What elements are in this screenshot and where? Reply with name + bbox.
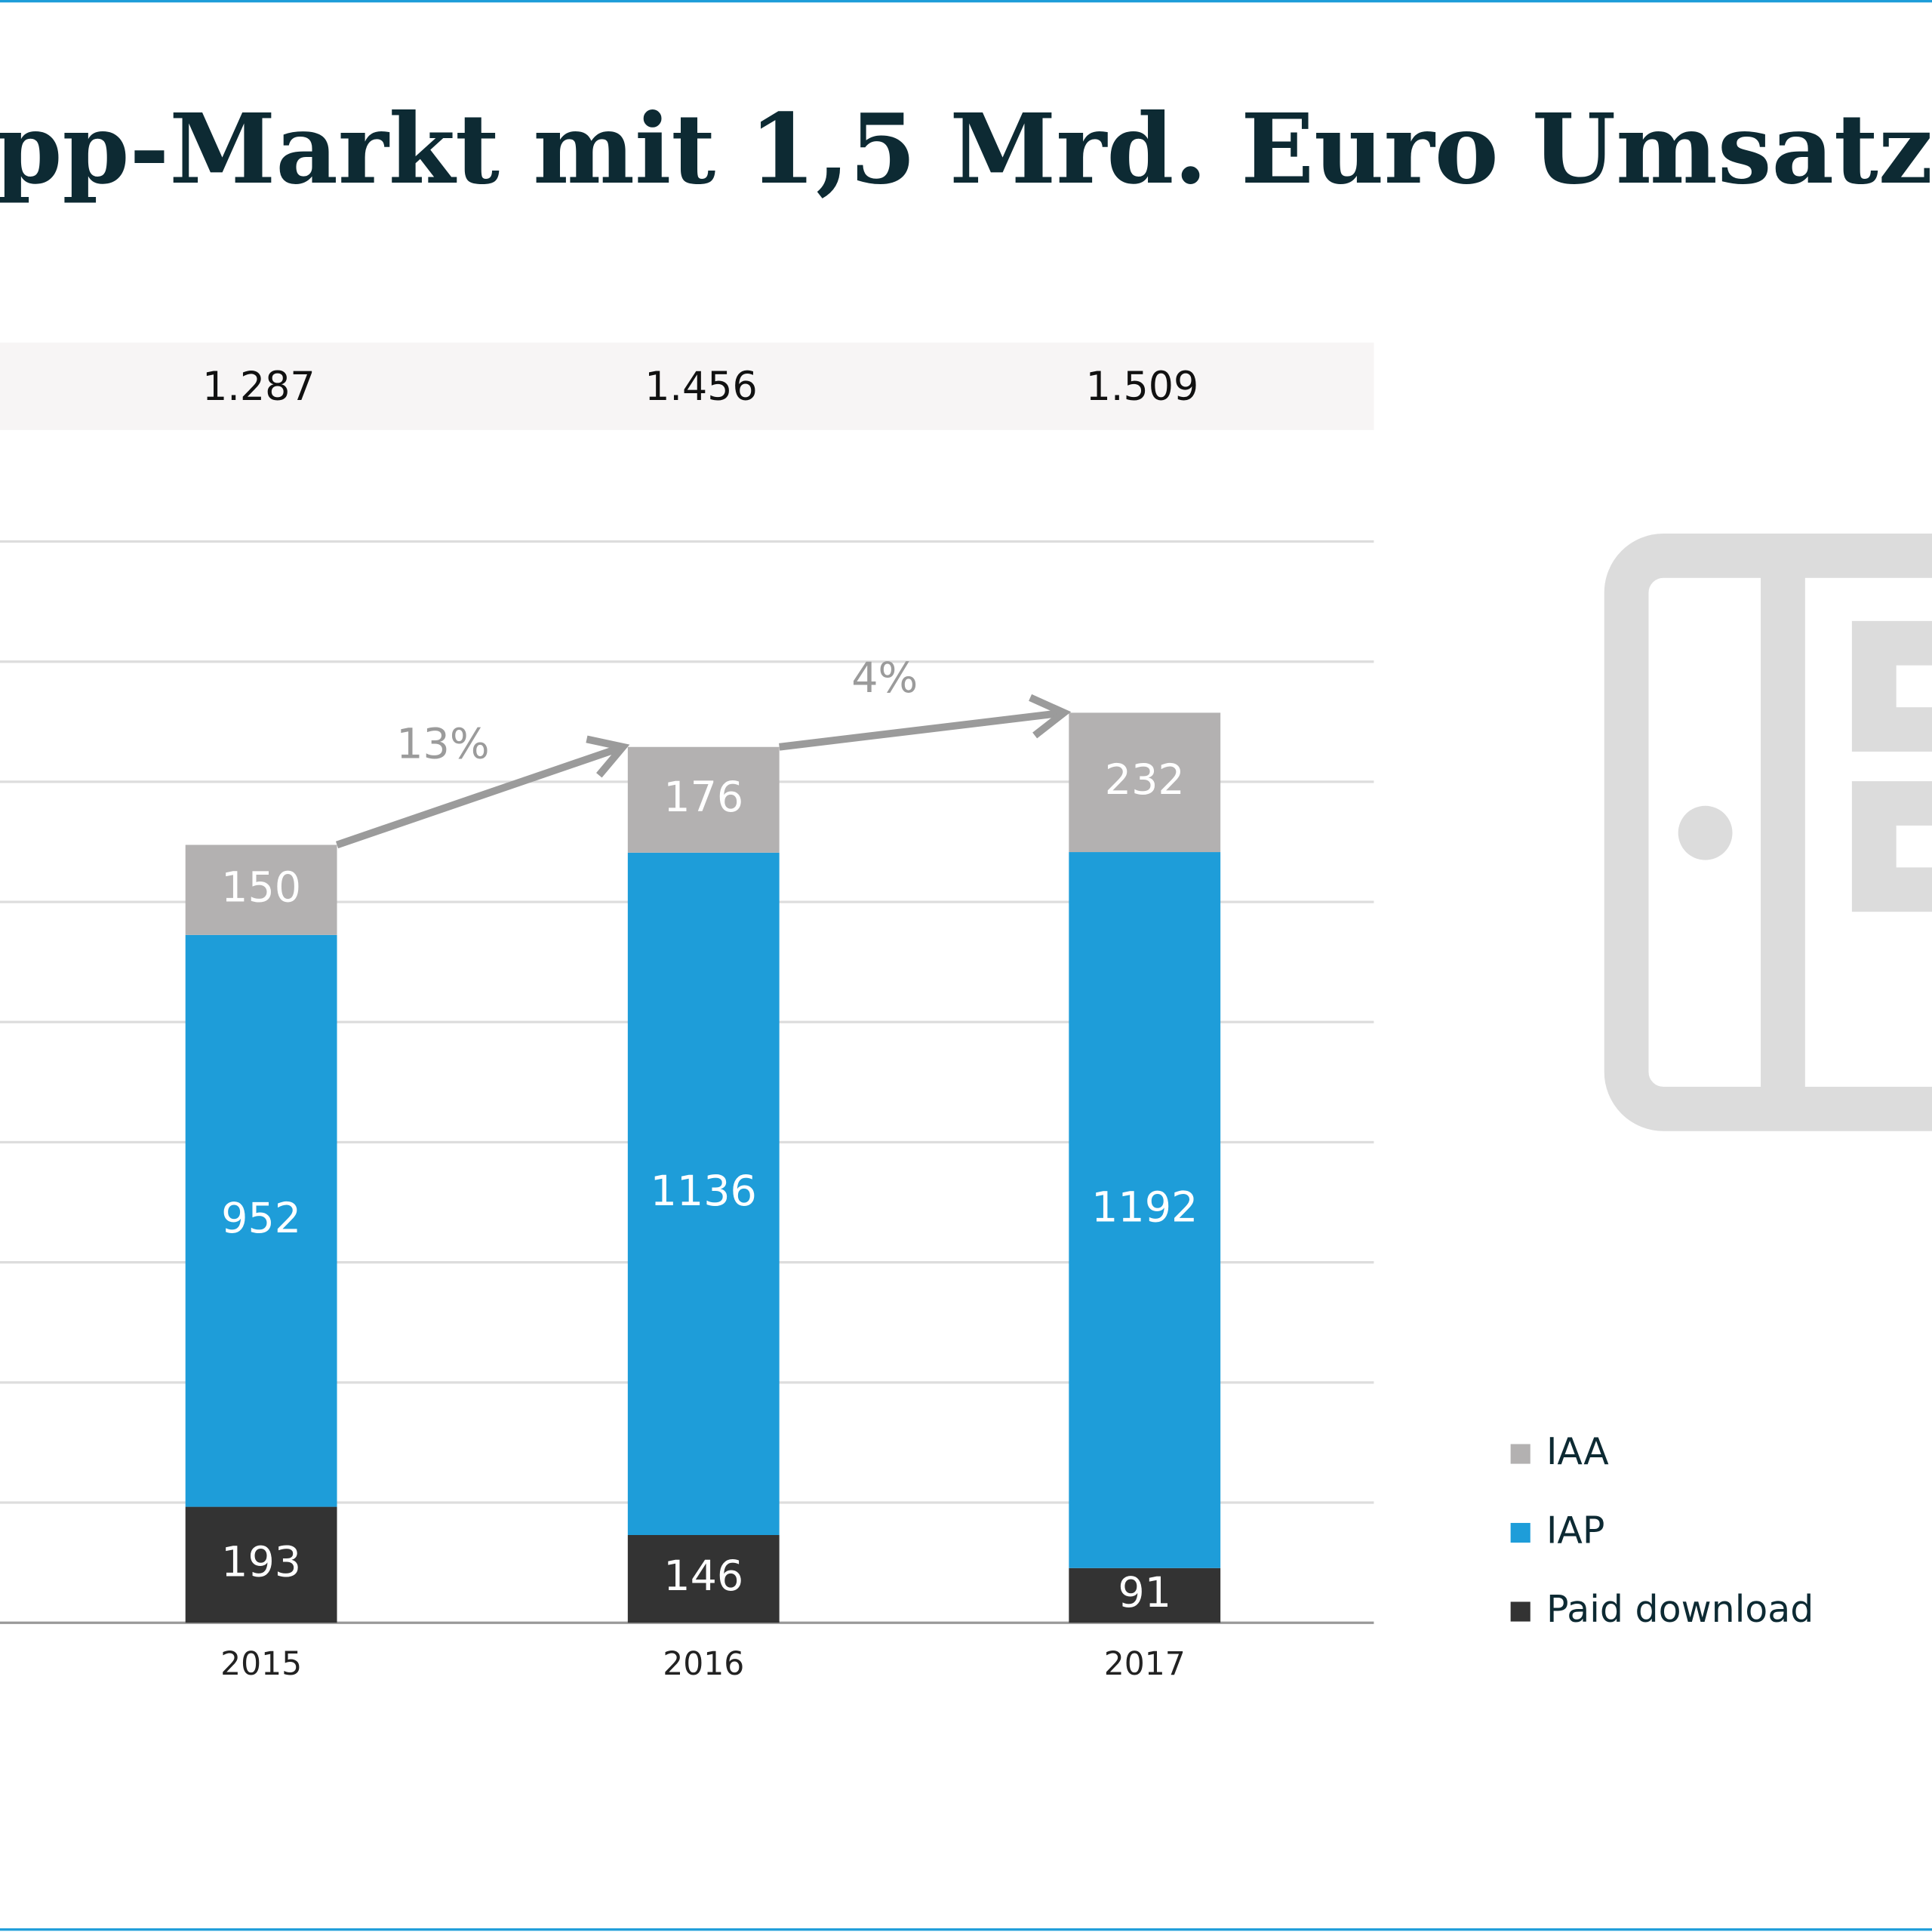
total-label: 1.456 xyxy=(645,365,758,410)
tablet-button xyxy=(1678,805,1733,860)
legend-label: IAA xyxy=(1546,1430,1609,1473)
bar-value-label: 146 xyxy=(663,1552,743,1601)
growth-label: 4% xyxy=(851,654,918,703)
bar-segment xyxy=(627,746,780,853)
bar-segment xyxy=(185,934,337,1507)
bar-value-label: 1136 xyxy=(651,1167,757,1216)
bar-value-label: 1192 xyxy=(1091,1183,1198,1232)
legend-swatch xyxy=(1510,1601,1531,1622)
bar-value-label: 150 xyxy=(221,863,301,912)
bar-segment xyxy=(185,1506,337,1623)
growth-arrow-head xyxy=(586,735,630,778)
growth-label: 13% xyxy=(396,719,489,768)
x-tick-label: 2017 xyxy=(1104,1646,1186,1683)
bar-value-label: 952 xyxy=(221,1194,301,1243)
legend-label: Paid download xyxy=(1546,1588,1814,1631)
bar-segment xyxy=(1069,712,1221,853)
growth-arrow xyxy=(335,743,624,849)
bar-value-label: 91 xyxy=(1118,1568,1171,1617)
bar-segment xyxy=(627,1534,780,1623)
total-label: 1.509 xyxy=(1086,365,1199,410)
growth-arrow-head xyxy=(1029,694,1072,739)
chart-title: pp-Markt mit 1,5 Mrd. Euro Umsatz xyxy=(0,93,1932,206)
legend-label: IAP xyxy=(1546,1509,1604,1552)
tablet-icon xyxy=(1604,533,1932,1131)
total-label: 1.287 xyxy=(202,365,315,410)
bar-segment xyxy=(627,852,780,1535)
totals-band xyxy=(0,342,1374,430)
bar-segment xyxy=(185,844,337,935)
legend-swatch xyxy=(1510,1444,1531,1464)
bar-segment xyxy=(1069,852,1221,1568)
bar-value-label: 232 xyxy=(1105,755,1185,804)
bar-value-label: 176 xyxy=(663,773,743,822)
bar-segment xyxy=(1069,1567,1221,1623)
x-tick-label: 2015 xyxy=(220,1646,302,1683)
x-tick-label: 2016 xyxy=(663,1646,744,1683)
legend-swatch xyxy=(1510,1522,1531,1543)
bar-value-label: 193 xyxy=(221,1538,301,1587)
growth-arrow xyxy=(779,709,1065,751)
